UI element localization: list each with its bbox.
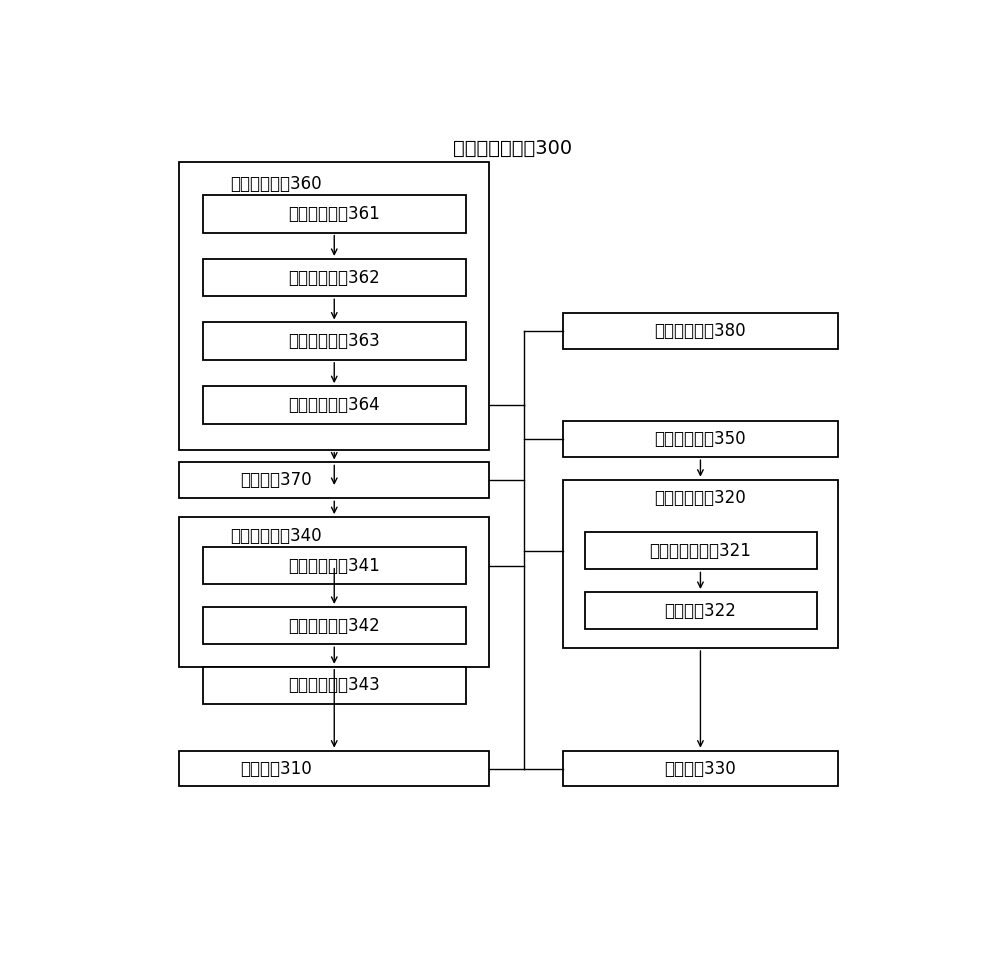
Bar [563, 479, 838, 648]
Text: 第一建立模块320: 第一建立模块320 [655, 489, 746, 507]
Text: 可用判断单元361: 可用判断单元361 [288, 205, 380, 223]
Bar [563, 750, 838, 786]
Text: 加载插件的装置300: 加载插件的装置300 [453, 139, 572, 157]
Bar [563, 421, 838, 457]
Bar [202, 323, 466, 360]
Bar [202, 259, 466, 296]
Bar [179, 161, 489, 450]
Text: 请求发送单元362: 请求发送单元362 [288, 268, 380, 287]
Bar [202, 547, 466, 584]
Text: 验证模块370: 验证模块370 [240, 471, 312, 489]
Text: 上下文建立单元321: 上下文建立单元321 [650, 541, 751, 560]
Text: 对象获取单元341: 对象获取单元341 [288, 557, 380, 574]
Text: 加载模块330: 加载模块330 [665, 759, 736, 778]
Text: 列表接收单元363: 列表接收单元363 [288, 332, 380, 350]
Bar [563, 313, 838, 349]
Text: 信息获取模块340: 信息获取模块340 [230, 527, 322, 544]
Bar [202, 667, 466, 704]
Text: 第二建立模块350: 第二建立模块350 [655, 431, 746, 448]
Text: 资源模块310: 资源模块310 [240, 759, 312, 778]
Text: 变量修改单元343: 变量修改单元343 [288, 677, 380, 694]
Bar [585, 592, 817, 629]
Bar [202, 386, 466, 424]
Text: 插件下载模块360: 插件下载模块360 [230, 175, 322, 193]
Bar [585, 532, 817, 570]
Bar [202, 607, 466, 644]
Text: 入口实现模块380: 入口实现模块380 [655, 322, 746, 339]
Text: 插件下载单元364: 插件下载单元364 [288, 396, 380, 414]
Bar [179, 463, 489, 499]
Bar [179, 517, 489, 667]
Bar [179, 750, 489, 786]
Bar [202, 195, 466, 232]
Text: 信息获取单元342: 信息获取单元342 [288, 616, 380, 635]
Text: 重新单元322: 重新单元322 [664, 602, 736, 619]
